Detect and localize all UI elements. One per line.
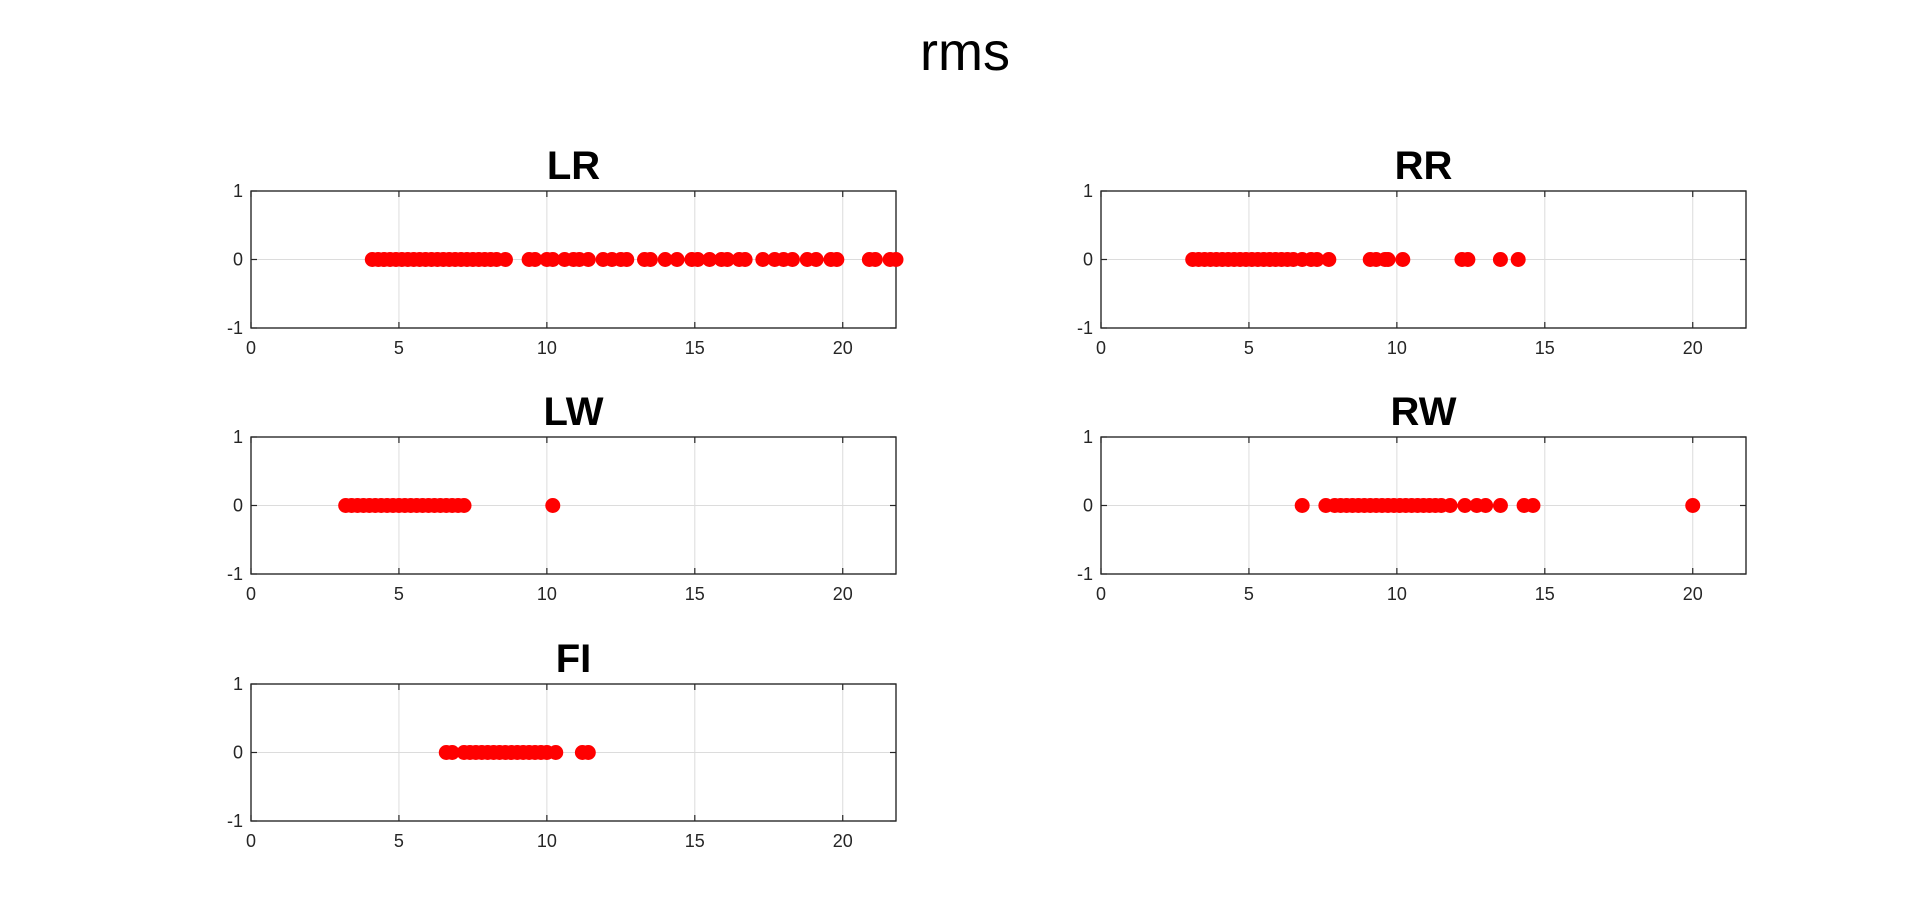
data-point	[1321, 252, 1337, 267]
x-tick-label: 0	[246, 584, 256, 604]
subplot-title: RW	[1391, 390, 1457, 434]
x-tick-label: 15	[1535, 338, 1555, 358]
y-tick-label: 0	[1083, 250, 1093, 270]
data-point	[642, 252, 658, 267]
x-tick-label: 20	[833, 584, 853, 604]
data-point	[737, 252, 753, 267]
x-tick-label: 10	[537, 831, 557, 851]
y-tick-label: 0	[233, 250, 243, 270]
y-tick-label: -1	[1077, 318, 1093, 338]
y-tick-label: 0	[233, 496, 243, 516]
x-tick-label: 10	[537, 338, 557, 358]
data-point	[1309, 252, 1325, 267]
data-point	[1510, 252, 1526, 267]
x-tick-label: 10	[537, 584, 557, 604]
data-point	[1460, 252, 1476, 267]
data-point	[545, 498, 561, 513]
data-point	[829, 252, 845, 267]
data-point	[545, 252, 561, 267]
x-tick-label: 5	[394, 338, 404, 358]
data-point	[1294, 498, 1310, 513]
data-point	[527, 252, 543, 267]
data-point	[808, 252, 824, 267]
x-tick-label: 0	[246, 338, 256, 358]
data-point	[1442, 498, 1458, 513]
y-tick-label: 1	[233, 427, 243, 447]
data-point	[1380, 252, 1396, 267]
data-point	[1395, 252, 1411, 267]
x-tick-label: 20	[833, 338, 853, 358]
x-tick-label: 15	[685, 584, 705, 604]
data-point	[719, 252, 735, 267]
data-point	[580, 252, 596, 267]
y-tick-label: 1	[1083, 427, 1093, 447]
data-point	[867, 252, 883, 267]
data-point	[456, 498, 472, 513]
x-tick-label: 5	[1244, 584, 1254, 604]
x-tick-label: 20	[1683, 584, 1703, 604]
data-point	[1457, 498, 1473, 513]
x-tick-label: 0	[1096, 338, 1106, 358]
subplot-title: LR	[547, 144, 600, 188]
y-tick-label: -1	[227, 811, 243, 831]
y-tick-label: -1	[227, 564, 243, 584]
subplot-title: FI	[556, 637, 592, 681]
subplot-title: RR	[1395, 144, 1453, 188]
y-tick-label: 1	[1083, 181, 1093, 201]
y-tick-label: 0	[1083, 496, 1093, 516]
data-point	[497, 252, 513, 267]
data-point	[580, 745, 596, 760]
data-point	[619, 252, 635, 267]
x-tick-label: 0	[1096, 584, 1106, 604]
x-tick-label: 10	[1387, 584, 1407, 604]
data-point	[1492, 252, 1508, 267]
x-tick-label: 15	[685, 831, 705, 851]
data-point	[548, 745, 564, 760]
x-tick-label: 10	[1387, 338, 1407, 358]
x-tick-label: 5	[394, 831, 404, 851]
x-tick-label: 0	[246, 831, 256, 851]
subplot-title: LW	[544, 390, 604, 434]
data-point	[669, 252, 685, 267]
data-point	[657, 252, 673, 267]
x-tick-label: 20	[833, 831, 853, 851]
data-point	[702, 252, 718, 267]
data-point	[784, 252, 800, 267]
x-tick-label: 5	[394, 584, 404, 604]
data-point	[1478, 498, 1494, 513]
data-point	[1525, 498, 1541, 513]
x-tick-label: 20	[1683, 338, 1703, 358]
data-point	[690, 252, 706, 267]
data-point	[755, 252, 771, 267]
data-point	[888, 252, 904, 267]
y-tick-label: -1	[1077, 564, 1093, 584]
y-tick-label: 1	[233, 674, 243, 694]
x-tick-label: 15	[1535, 584, 1555, 604]
data-point	[444, 745, 460, 760]
data-point	[1492, 498, 1508, 513]
x-tick-label: 5	[1244, 338, 1254, 358]
data-point	[1685, 498, 1701, 513]
x-tick-label: 15	[685, 338, 705, 358]
y-tick-label: 0	[233, 743, 243, 763]
y-tick-label: -1	[227, 318, 243, 338]
figure-title: rms	[920, 22, 1010, 82]
y-tick-label: 1	[233, 181, 243, 201]
